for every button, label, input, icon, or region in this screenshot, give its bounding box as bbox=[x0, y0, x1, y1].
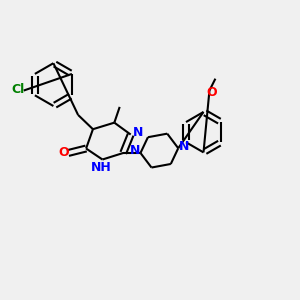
Text: O: O bbox=[206, 85, 217, 98]
Text: O: O bbox=[58, 146, 69, 159]
Text: N: N bbox=[130, 144, 140, 157]
Text: Cl: Cl bbox=[12, 83, 25, 97]
Text: N: N bbox=[133, 126, 143, 139]
Text: N: N bbox=[179, 140, 189, 153]
Text: NH: NH bbox=[91, 161, 111, 174]
